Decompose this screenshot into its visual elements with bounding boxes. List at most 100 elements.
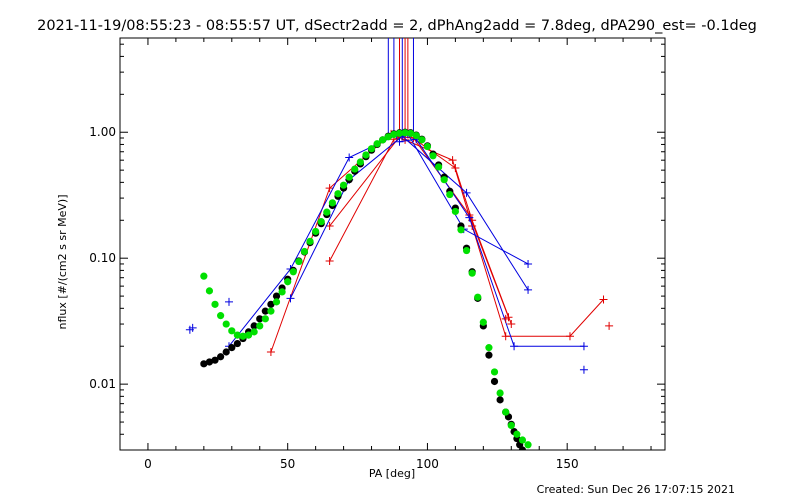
data-point bbox=[300, 247, 309, 256]
data-point bbox=[312, 227, 320, 236]
data-point bbox=[384, 133, 392, 141]
data-point bbox=[345, 173, 353, 181]
plus-marker bbox=[510, 342, 519, 351]
series-black-8 bbox=[200, 128, 529, 459]
plus-marker bbox=[507, 320, 516, 329]
data-point bbox=[239, 332, 247, 340]
data-point bbox=[228, 344, 236, 352]
data-point bbox=[513, 430, 521, 438]
data-point bbox=[479, 318, 487, 326]
data-point bbox=[250, 328, 258, 336]
data-point bbox=[418, 136, 426, 144]
data-point bbox=[468, 269, 476, 277]
data-point bbox=[379, 136, 387, 144]
data-point bbox=[496, 389, 504, 397]
data-point bbox=[295, 257, 303, 266]
y-axis: 0.01 0.10 1.00 bbox=[89, 43, 665, 435]
data-point bbox=[284, 278, 292, 286]
data-point bbox=[496, 396, 504, 404]
plus-marker bbox=[524, 259, 533, 268]
series-line bbox=[228, 133, 529, 347]
plus-marker bbox=[451, 164, 460, 173]
data-point bbox=[261, 307, 269, 315]
plus-marker bbox=[465, 213, 474, 222]
data-point bbox=[200, 360, 208, 368]
data-point bbox=[278, 288, 286, 296]
data-point bbox=[502, 408, 510, 416]
plus-marker bbox=[462, 188, 471, 197]
data-point bbox=[462, 246, 471, 255]
data-point bbox=[244, 331, 253, 339]
plus-marker bbox=[325, 222, 334, 231]
data-point bbox=[401, 129, 409, 137]
x-tick-label: 150 bbox=[556, 457, 579, 471]
data-point bbox=[205, 358, 214, 366]
data-point bbox=[457, 226, 465, 234]
data-point bbox=[507, 421, 515, 430]
footer-timestamp: Created: Sun Dec 26 17:07:15 2021 bbox=[537, 483, 735, 496]
x-tick-label: 50 bbox=[280, 457, 295, 471]
series-red-1 bbox=[325, 130, 516, 329]
data-point bbox=[522, 452, 529, 459]
data-point bbox=[222, 348, 230, 356]
plus-marker bbox=[325, 256, 334, 265]
data-point bbox=[217, 353, 225, 361]
data-point bbox=[435, 163, 443, 171]
plus-marker bbox=[524, 285, 533, 294]
data-point bbox=[217, 312, 225, 320]
data-point bbox=[367, 145, 376, 153]
data-point bbox=[446, 190, 454, 199]
x-tick-label: 100 bbox=[416, 457, 439, 471]
data-point bbox=[429, 152, 437, 160]
data-point bbox=[373, 140, 381, 148]
plot-area bbox=[185, 38, 614, 459]
data-point bbox=[451, 207, 459, 216]
data-point bbox=[261, 315, 269, 323]
data-point bbox=[317, 218, 325, 226]
plus-marker bbox=[565, 332, 574, 341]
data-point bbox=[272, 298, 281, 306]
data-point bbox=[395, 129, 404, 137]
plus-marker bbox=[579, 365, 588, 374]
data-point bbox=[334, 190, 342, 198]
data-point bbox=[362, 151, 370, 159]
data-point bbox=[474, 293, 482, 301]
series-line bbox=[329, 133, 512, 325]
data-point bbox=[440, 176, 448, 184]
plus-marker bbox=[599, 295, 608, 304]
series-green-9 bbox=[200, 129, 532, 449]
data-point bbox=[289, 268, 297, 276]
plus-marker bbox=[266, 347, 275, 356]
series-red-6 bbox=[501, 314, 614, 330]
plus-marker bbox=[448, 156, 457, 165]
y-tick-label: 0.10 bbox=[89, 251, 116, 265]
data-point bbox=[518, 446, 527, 450]
data-point bbox=[328, 199, 337, 207]
data-point bbox=[211, 300, 219, 308]
chart-title: 2021-11-19/08:55:23 - 08:55:57 UT, dSect… bbox=[37, 18, 757, 34]
series-line bbox=[399, 138, 584, 347]
series-layer bbox=[185, 128, 614, 459]
data-point bbox=[490, 377, 499, 386]
data-point bbox=[412, 132, 420, 140]
data-point bbox=[250, 322, 258, 330]
plus-marker bbox=[579, 342, 588, 351]
data-point bbox=[272, 292, 281, 300]
data-point bbox=[205, 287, 214, 295]
data-point bbox=[339, 181, 348, 189]
data-point bbox=[490, 368, 499, 376]
plus-marker bbox=[225, 297, 233, 306]
data-point bbox=[518, 436, 527, 444]
x-tick-label: 0 bbox=[144, 457, 152, 471]
vertical-lines bbox=[387, 38, 414, 138]
data-point bbox=[390, 130, 398, 139]
plus-marker bbox=[345, 153, 354, 162]
plus-marker bbox=[501, 332, 510, 341]
data-point bbox=[306, 237, 314, 245]
plus-marker bbox=[501, 314, 510, 323]
plus-marker bbox=[395, 137, 404, 146]
data-point bbox=[351, 165, 359, 173]
data-point bbox=[485, 344, 493, 352]
data-point bbox=[256, 315, 264, 323]
series-blue-7 bbox=[185, 297, 588, 374]
